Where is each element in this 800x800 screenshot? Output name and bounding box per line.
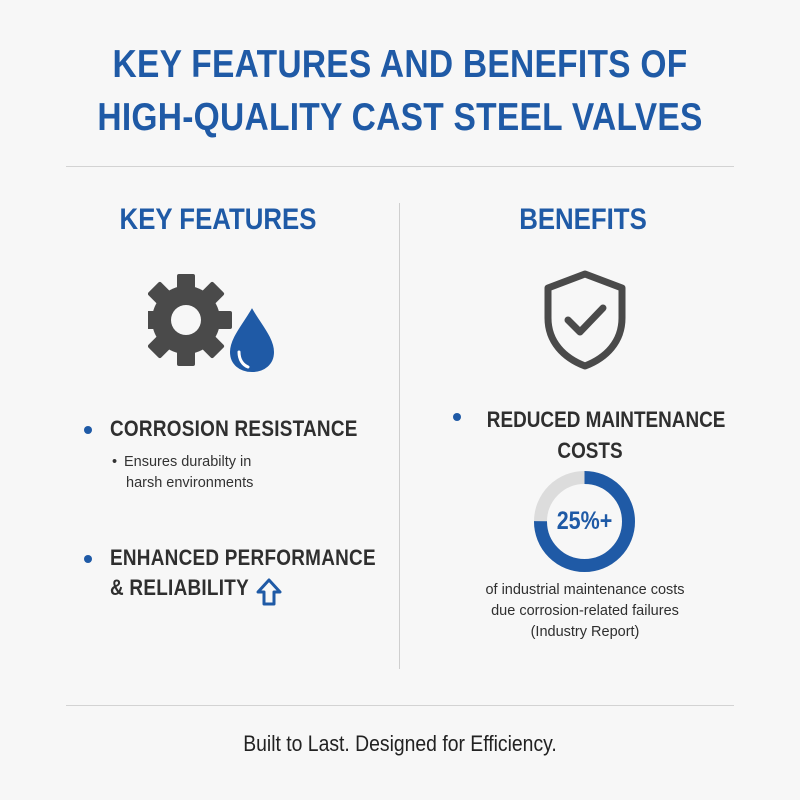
page-title-line-1: KEY FEATURES AND BENEFITS OF xyxy=(112,43,688,86)
stat-desc-line-2: due corrosion-related failures xyxy=(491,603,679,619)
feature-corrosion-desc-line-1: Ensures durabilty in xyxy=(124,454,252,470)
feature-corrosion-desc-line-2: harsh environments xyxy=(126,475,254,491)
bullet-dot xyxy=(84,426,92,434)
gear-icon xyxy=(140,274,232,366)
feature-enhanced-performance-line-2: & RELIABILITY xyxy=(110,575,249,600)
bottom-divider xyxy=(66,705,734,706)
feature-enhanced-performance-line-1: ENHANCED PERFORMANCE xyxy=(110,545,376,570)
donut-arc xyxy=(534,471,635,572)
shield-check-icon xyxy=(540,268,630,372)
page-title: KEY FEATURES AND BENEFITS OF HIGH-QUALIT… xyxy=(56,38,744,144)
page-title-line-2: HIGH-QUALITY CAST STEEL VALVES xyxy=(97,96,703,139)
bullet-dot xyxy=(84,555,92,563)
bullet-dot xyxy=(453,413,461,421)
stat-value: 25%+ xyxy=(556,507,613,535)
column-divider xyxy=(399,203,400,669)
benefit-title-line-2: COSTS xyxy=(557,438,623,463)
feature-corrosion-resistance: CORROSION RESISTANCE xyxy=(110,416,358,441)
sub-bullet: • xyxy=(112,454,118,470)
benefits-heading: BENEFITS xyxy=(519,203,647,236)
benefit-reduced-maintenance-costs: REDUCED MAINTENANCE COSTS xyxy=(486,404,726,466)
key-features-heading: KEY FEATURES xyxy=(119,203,317,236)
gear-with-water-drop-icon xyxy=(140,268,283,378)
footer-tagline: Built to Last. Designed for Efficiency. xyxy=(243,731,557,756)
arrow-up-icon xyxy=(255,577,283,607)
stat-desc-line-3: (Industry Report) xyxy=(530,624,640,640)
benefit-title-line-1: REDUCED MAINTENANCE xyxy=(486,407,726,432)
stat-description: of industrial maintenance costs due corr… xyxy=(440,580,730,643)
top-divider xyxy=(66,166,734,167)
water-drop-icon xyxy=(225,299,279,377)
feature-corrosion-description: • Ensures durabilty in harsh environments xyxy=(112,452,253,494)
stat-donut-chart xyxy=(534,471,635,572)
stat-desc-line-1: of industrial maintenance costs xyxy=(485,582,685,598)
